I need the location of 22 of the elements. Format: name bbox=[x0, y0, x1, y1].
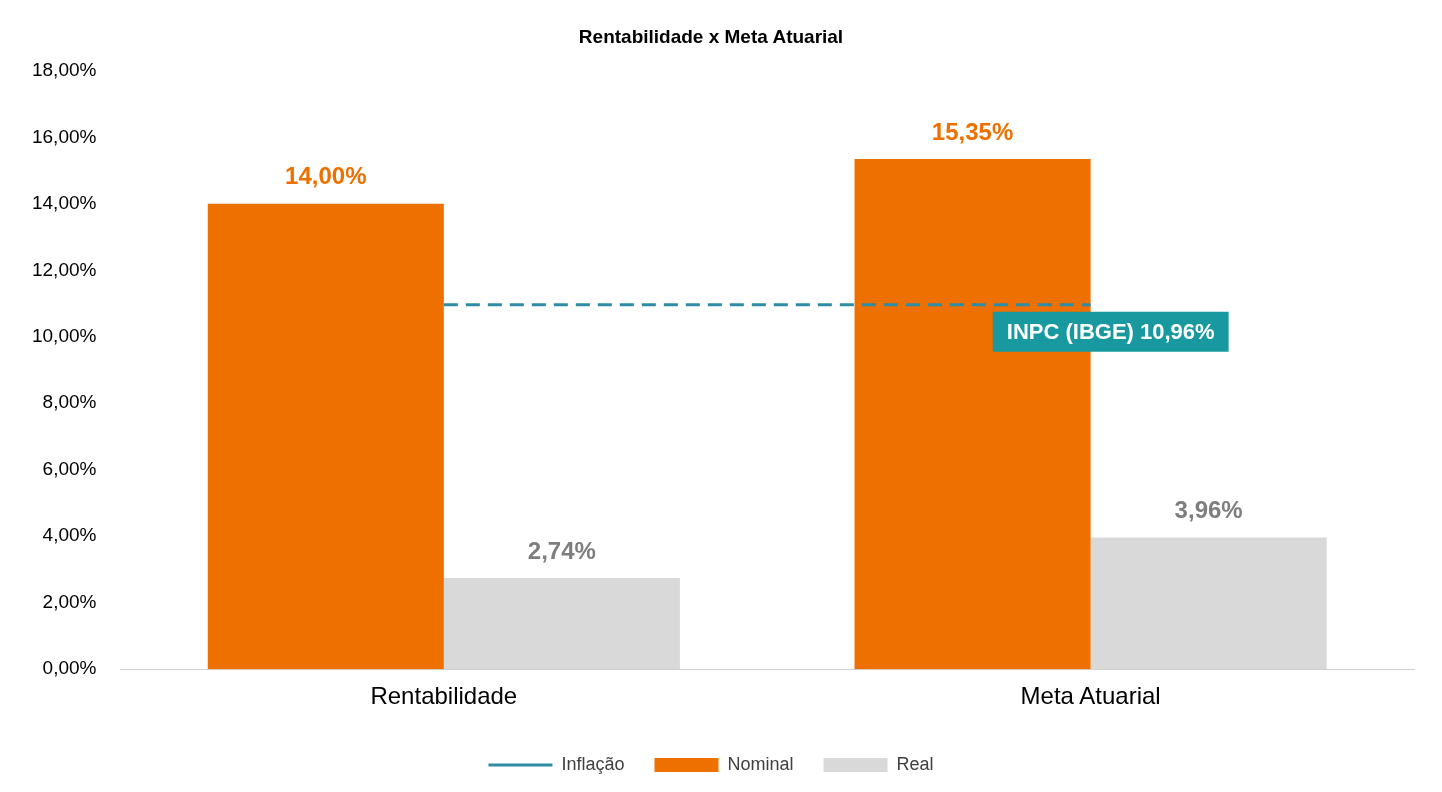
y-tick-label: 6,00% bbox=[42, 457, 97, 479]
y-tick-label: 0,00% bbox=[42, 657, 97, 679]
y-tick-label: 16,00% bbox=[31, 125, 97, 147]
y-tick-label: 10,00% bbox=[31, 324, 97, 346]
y-tick-label: 4,00% bbox=[42, 524, 97, 546]
bar bbox=[207, 203, 444, 670]
y-tick-label: 14,00% bbox=[31, 192, 97, 214]
legend-label: Inflação bbox=[561, 753, 625, 774]
data-label: 2,74% bbox=[527, 536, 596, 564]
y-tick-label: 12,00% bbox=[31, 258, 97, 280]
data-label: 14,00% bbox=[285, 162, 367, 190]
x-tick-label: Meta Atuarial bbox=[1020, 682, 1161, 710]
y-tick-label: 2,00% bbox=[42, 590, 97, 612]
data-label: 3,96% bbox=[1174, 496, 1243, 524]
annotation: INPC (IBGE) 10,96% bbox=[1006, 318, 1215, 344]
y-tick-label: 18,00% bbox=[31, 59, 97, 81]
y-tick-label: 8,00% bbox=[42, 391, 97, 413]
x-tick-label: Rentabilidade bbox=[370, 682, 518, 710]
legend-label: Real bbox=[896, 753, 934, 774]
chart-title: Rentabilidade x Meta Atuarial bbox=[578, 25, 844, 47]
legend-label: Nominal bbox=[727, 753, 794, 774]
data-label: 15,35% bbox=[931, 117, 1014, 145]
